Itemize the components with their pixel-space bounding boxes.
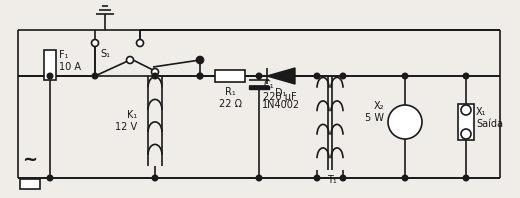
Text: K₁
12 V: K₁ 12 V (115, 110, 137, 132)
Circle shape (402, 73, 408, 79)
Circle shape (461, 105, 471, 115)
Text: D₁
1N4002: D₁ 1N4002 (262, 88, 300, 110)
Text: S₁: S₁ (100, 49, 110, 59)
Circle shape (92, 39, 98, 47)
Circle shape (152, 73, 158, 79)
Circle shape (314, 73, 320, 79)
Circle shape (388, 105, 422, 139)
Text: ~: ~ (22, 151, 37, 169)
Circle shape (197, 57, 203, 63)
Circle shape (461, 129, 471, 139)
Text: F₁
10 A: F₁ 10 A (59, 50, 81, 72)
Circle shape (402, 175, 408, 181)
Text: X₂
5 W: X₂ 5 W (365, 101, 384, 123)
Text: R₁
22 Ω: R₁ 22 Ω (218, 87, 241, 109)
Bar (44, 50, 56, 80)
Circle shape (340, 175, 346, 181)
Circle shape (47, 175, 53, 181)
Circle shape (256, 73, 262, 79)
Text: C₁
220 μF: C₁ 220 μF (263, 80, 296, 102)
Bar (458, 104, 474, 140)
Circle shape (463, 73, 469, 79)
Text: T₁: T₁ (327, 175, 337, 185)
Circle shape (256, 175, 262, 181)
Circle shape (463, 175, 469, 181)
Text: X₁
Saída: X₁ Saída (476, 107, 503, 129)
Bar (249, 86, 269, 89)
Circle shape (197, 73, 203, 79)
Circle shape (92, 73, 98, 79)
Polygon shape (267, 68, 295, 84)
Circle shape (314, 175, 320, 181)
Circle shape (152, 175, 158, 181)
Circle shape (340, 73, 346, 79)
Circle shape (197, 56, 203, 64)
Circle shape (151, 69, 159, 75)
Circle shape (136, 39, 144, 47)
Circle shape (126, 56, 134, 64)
Bar (215, 70, 245, 82)
Circle shape (47, 73, 53, 79)
Bar (20, 179, 40, 189)
Circle shape (197, 73, 203, 79)
